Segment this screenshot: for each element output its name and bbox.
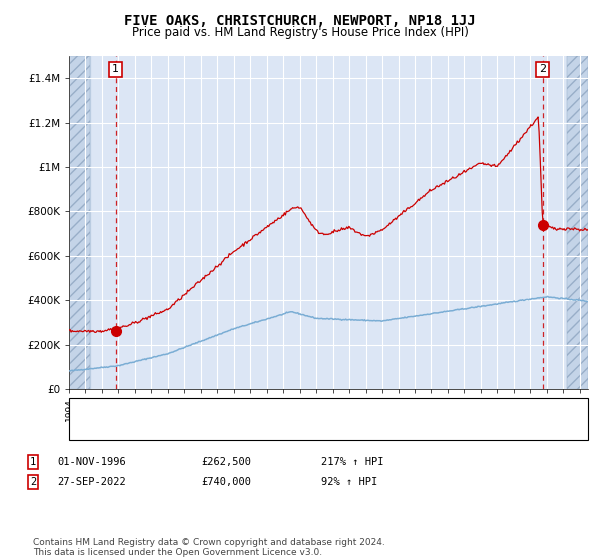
Text: FIVE OAKS, CHRISTCHURCH, NEWPORT, NP18 1JJ: FIVE OAKS, CHRISTCHURCH, NEWPORT, NP18 1…: [124, 14, 476, 28]
Text: Contains HM Land Registry data © Crown copyright and database right 2024.
This d: Contains HM Land Registry data © Crown c…: [33, 538, 385, 557]
Text: 1: 1: [112, 64, 119, 74]
Text: 2: 2: [539, 64, 546, 74]
Text: 217% ↑ HPI: 217% ↑ HPI: [321, 457, 383, 467]
Bar: [69, 56, 91, 389]
Bar: [566, 56, 588, 389]
Text: 2: 2: [30, 477, 36, 487]
Text: 1: 1: [30, 457, 36, 467]
Text: 27-SEP-2022: 27-SEP-2022: [57, 477, 126, 487]
Text: ─────: ─────: [76, 403, 114, 416]
Text: £262,500: £262,500: [201, 457, 251, 467]
Text: 01-NOV-1996: 01-NOV-1996: [57, 457, 126, 467]
Text: Price paid vs. HM Land Registry's House Price Index (HPI): Price paid vs. HM Land Registry's House …: [131, 26, 469, 39]
Text: ─────: ─────: [76, 423, 114, 436]
Bar: [566, 56, 588, 389]
Text: FIVE OAKS, CHRISTCHURCH, NEWPORT, NP18 1JJ (detached house): FIVE OAKS, CHRISTCHURCH, NEWPORT, NP18 1…: [112, 404, 437, 414]
Text: 92% ↑ HPI: 92% ↑ HPI: [321, 477, 377, 487]
Bar: [69, 56, 91, 389]
Text: HPI: Average price, detached house, Newport: HPI: Average price, detached house, Newp…: [112, 424, 334, 434]
Text: £740,000: £740,000: [201, 477, 251, 487]
